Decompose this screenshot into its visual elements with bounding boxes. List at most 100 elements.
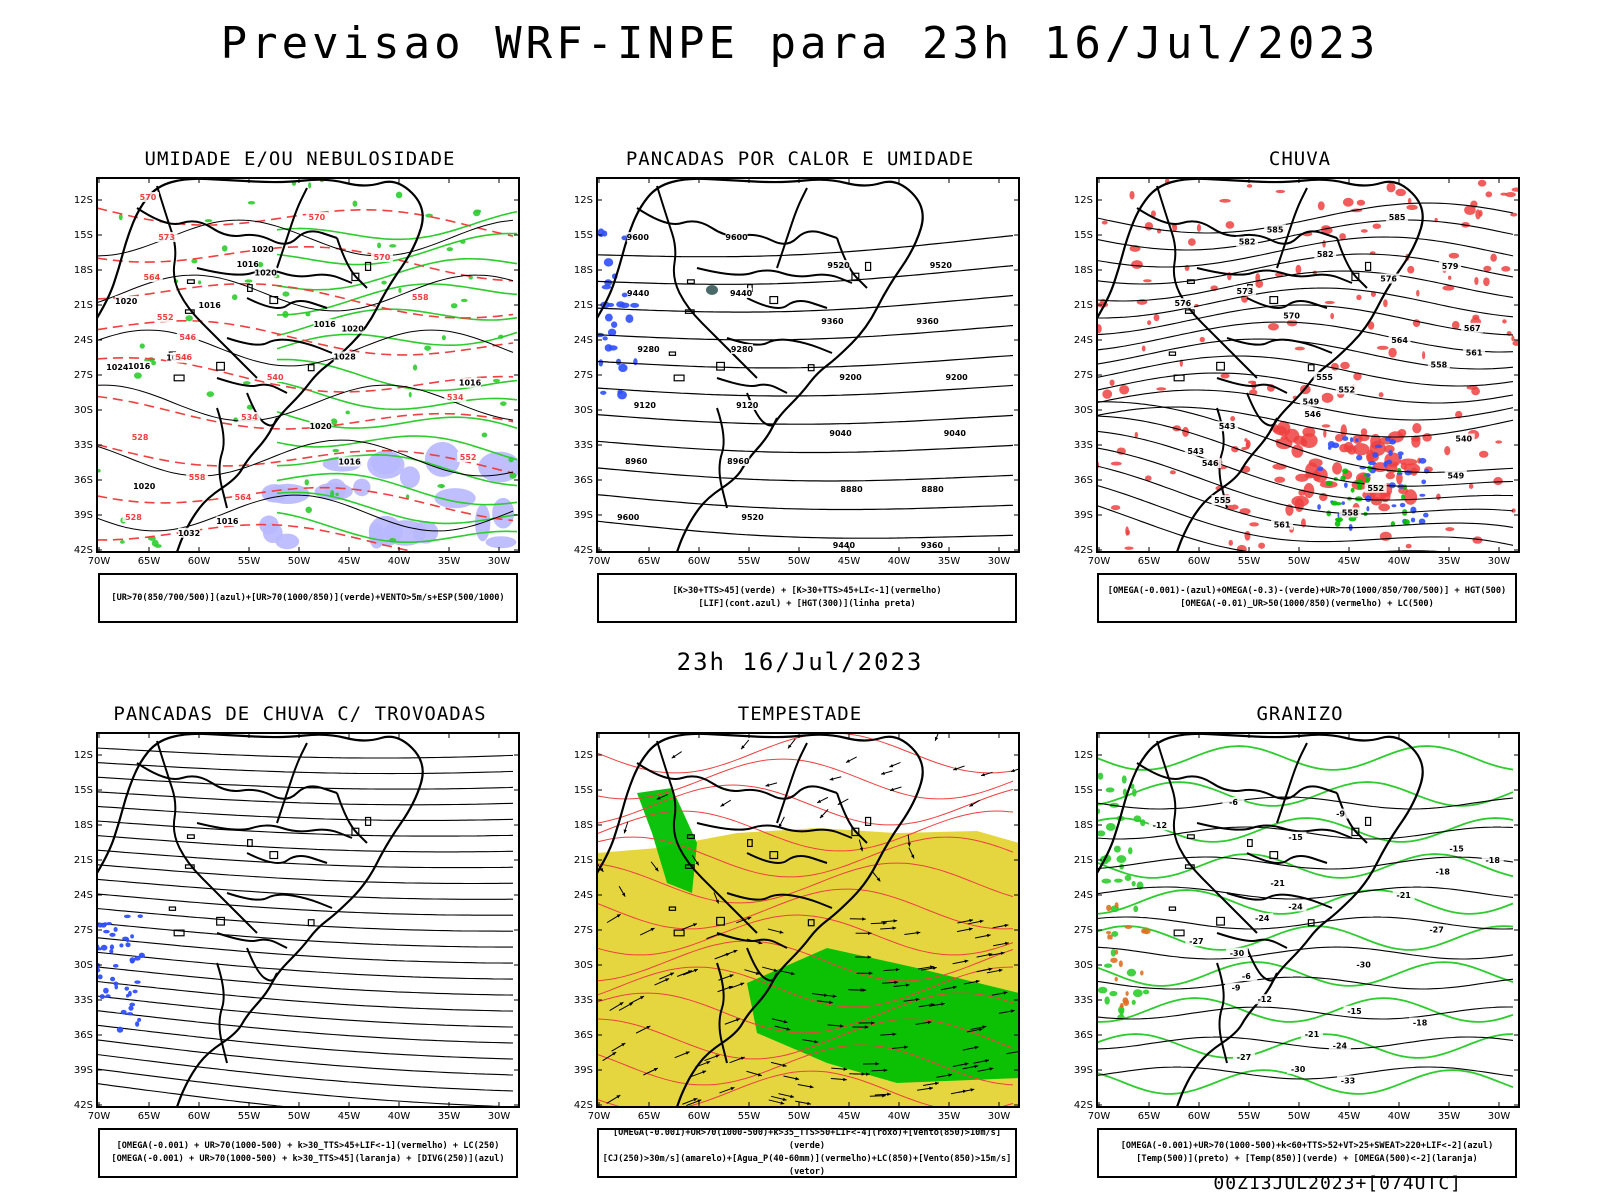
wind-vector-head <box>650 928 655 932</box>
state-border <box>776 187 808 269</box>
rain-spot <box>1303 482 1315 499</box>
map-content: 1020101610161020101610241016101610201020… <box>97 178 519 552</box>
lat-label: 33S <box>574 995 593 1006</box>
legend-line: [OMEGA(-0.001) + UR>70(1000-500) + k>30_… <box>116 1141 500 1151</box>
lake-outline <box>769 296 779 305</box>
lat-label: 21S <box>1074 855 1093 866</box>
contour-label-bg <box>1352 959 1375 970</box>
streamline <box>97 1068 514 1107</box>
forecast-time-subtitle: 23h 16/Jul/2023 <box>676 648 924 676</box>
divergence-spot <box>126 1012 133 1016</box>
thickness-label: 546 <box>175 353 192 362</box>
divergence-spot <box>114 984 119 990</box>
hgt-label: 8880 <box>840 485 863 494</box>
streamline <box>97 791 514 806</box>
lat-label: 36S <box>574 475 593 486</box>
pressure-label: 1032 <box>178 529 200 538</box>
precipitable-water-contour <box>597 992 1014 1034</box>
wind-vector-head <box>866 1072 870 1076</box>
rain-spot <box>1397 428 1407 438</box>
precipitable-water-contour <box>597 966 1014 1008</box>
humidity-spot <box>330 418 338 425</box>
legend-line: [OMEGA(-0.01)_UR>50(1000/850)(vermelho) … <box>1180 599 1434 609</box>
legend-tempestade: [OMEGA(-0.001)+UR>70(1000-500)+k>35_TTS>… <box>597 1128 1017 1178</box>
rain-spot <box>1134 431 1139 438</box>
rain-spot <box>1477 179 1487 187</box>
humidity-contour <box>276 511 518 544</box>
hgt500-label: 579 <box>1442 262 1459 271</box>
rain-spot <box>1495 440 1503 444</box>
rain-spot <box>1416 289 1420 297</box>
temp500-contour <box>1097 1036 1514 1050</box>
omega-spot <box>1317 466 1324 472</box>
divergence-spot <box>110 976 116 982</box>
hgt-label: 9360 <box>921 541 944 550</box>
temp850-spot <box>1126 968 1137 977</box>
lat-label: 21S <box>74 855 93 866</box>
wind-vector-head <box>790 1094 795 1099</box>
humidity-spot <box>233 417 239 423</box>
wind-vector-head <box>755 971 760 975</box>
omega-spot <box>1391 504 1397 508</box>
humidity-contour <box>276 331 518 350</box>
lif-spot <box>625 314 634 323</box>
omega500-spot <box>1114 976 1118 982</box>
wind-vector-head <box>730 1087 735 1091</box>
rain-spot <box>1321 424 1331 428</box>
streamline <box>97 980 514 1012</box>
hgt500-label: 585 <box>1267 225 1284 234</box>
lat-label: 30S <box>1074 960 1093 971</box>
lake-outline <box>269 296 279 305</box>
run-timestamp: 00Z13JUL2023+[074UTC] <box>1213 1173 1462 1194</box>
lon-label: 50W <box>288 556 311 567</box>
rain-spot <box>1294 346 1306 351</box>
temp500-label: -30 <box>1230 949 1245 958</box>
divergence-spot <box>103 987 109 994</box>
rain-spot <box>1407 265 1415 274</box>
state-border <box>226 337 333 354</box>
wind-vector-head <box>941 1002 945 1006</box>
wind-vector-head <box>693 968 698 973</box>
state-border <box>246 852 328 864</box>
rain-spot <box>1412 423 1422 434</box>
contour-label-bg <box>176 332 199 342</box>
wind-vector-head <box>889 787 894 792</box>
map-content: -6-9-12-15-15-18-18-21-21-24-24-27-27-30… <box>1097 733 1514 1107</box>
omega-spot <box>1317 504 1321 510</box>
rain-spot <box>1110 461 1122 466</box>
hgt-label: 9600 <box>617 513 640 522</box>
rain-spot <box>1396 472 1403 485</box>
humidity-spot <box>424 345 432 351</box>
streamline <box>1097 484 1514 546</box>
lif-spot <box>604 313 613 322</box>
lif-spot <box>607 302 615 308</box>
lake-outline <box>1269 296 1279 305</box>
wind-vector-head <box>969 918 974 923</box>
humidity-spot <box>304 479 310 486</box>
hgt-label: 9440 <box>730 289 753 298</box>
wind-vector-head <box>790 971 795 976</box>
contour-label-bg <box>1233 285 1256 296</box>
hgt-label: 9360 <box>916 317 939 326</box>
temp850-contour <box>1097 853 1514 879</box>
wind-vector-head <box>910 854 915 859</box>
contour-label-bg <box>1216 421 1239 432</box>
temp850-spot <box>1133 905 1139 913</box>
rain-spot <box>1483 265 1492 272</box>
wind-vector-head <box>934 736 939 741</box>
wind-vector-head <box>953 767 958 771</box>
divergence-spot <box>124 986 130 991</box>
omega-strong-spot <box>1335 517 1341 522</box>
thickness-contour <box>97 486 514 522</box>
legend-line: [OMEGA(-0.001)+UR>70(1000-500)+k<60+TTS>… <box>1120 1141 1494 1151</box>
hgt-label: 9600 <box>627 233 650 242</box>
streamline <box>97 1053 514 1092</box>
rain-spot <box>1388 347 1397 358</box>
omega500-spot <box>1107 934 1111 940</box>
wind-vector-head <box>975 979 980 984</box>
wind-vector-head <box>998 968 1003 973</box>
lake-outline <box>1351 272 1360 282</box>
lat-label: 18S <box>1074 820 1093 831</box>
contour-label-bg <box>943 428 966 438</box>
map-frame <box>596 732 1020 1108</box>
